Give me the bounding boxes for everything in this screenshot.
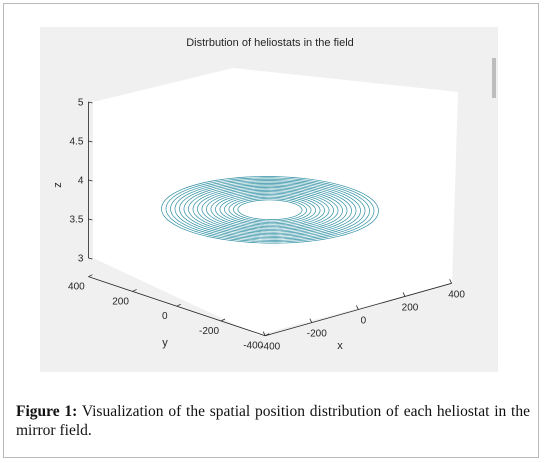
heliostat-ring	[188, 184, 352, 236]
z-tick	[88, 218, 93, 221]
caption-label: Figure 1:	[16, 403, 78, 420]
z-tick-label: 3	[78, 254, 84, 265]
figure-caption: Figure 1: Visualization of the spatial p…	[16, 402, 530, 440]
x-axis-label: x	[337, 340, 343, 352]
x-tick	[309, 318, 313, 323]
x-tick	[262, 331, 266, 336]
y-tick	[132, 289, 137, 292]
z-tick-label: 3.5	[69, 215, 83, 226]
x-tick	[402, 292, 406, 297]
z-tick-label: 4	[78, 176, 84, 187]
x-tick-label: 0	[361, 316, 367, 327]
x-tick-label: 200	[402, 302, 419, 313]
y-tick-label: 200	[112, 296, 129, 307]
y-tick	[176, 303, 181, 307]
chart-title: Distrbution of heliostats in the field	[186, 37, 354, 49]
heliostat-ring	[197, 187, 343, 233]
y-tick	[265, 333, 270, 337]
y-tick-label: -200	[199, 326, 219, 337]
heliostat-ring	[233, 198, 307, 222]
y-axis-label: y	[162, 337, 168, 349]
y-tick	[220, 318, 226, 322]
heliostat-ring	[161, 176, 379, 244]
heliostat-ring	[183, 183, 357, 237]
z-axis-label: z	[52, 182, 64, 188]
x-tick	[356, 305, 359, 310]
heliostat-ring	[170, 178, 370, 241]
heliostat-ring	[174, 180, 366, 240]
z-tick-label: 4.5	[69, 137, 83, 148]
heliostat-ring	[206, 189, 334, 230]
z-tick-label: 5	[78, 98, 84, 109]
y-tick	[88, 274, 93, 278]
x-axis-line	[265, 282, 452, 337]
heliostat-ring	[237, 199, 303, 221]
z-tick	[88, 179, 93, 182]
y-tick-label: -400	[243, 341, 263, 352]
z-tick	[88, 257, 93, 260]
z-tick	[88, 140, 93, 143]
y-tick-label: 400	[68, 282, 85, 293]
axes-background	[93, 68, 458, 335]
x-tick-label: 400	[448, 289, 465, 300]
heliostat-ring	[219, 194, 321, 226]
x-tick-label: -400	[260, 342, 280, 353]
heliostat-ring	[210, 191, 330, 229]
heliostat-ring	[224, 195, 316, 225]
heliostat-ring	[179, 181, 361, 238]
x-tick	[449, 279, 452, 284]
y-tick-label: 0	[162, 311, 168, 322]
heliostat-rings	[161, 176, 379, 244]
heliostat-ring	[215, 192, 325, 227]
caption-text: Visualization of the spatial position di…	[16, 403, 530, 439]
z-tick	[88, 101, 93, 104]
scrollbar-thumb	[492, 58, 496, 98]
heliostat-ring	[192, 185, 348, 234]
heliostat-ring	[228, 196, 312, 223]
axis-ticks: 3 3.5 4 4.5 5 -400 -200 0 200 400 -400 -200 0 200 400	[68, 98, 465, 353]
x-tick-label: -200	[307, 329, 327, 340]
heliostat-ring	[165, 177, 375, 243]
heliostat-ring	[201, 188, 339, 232]
